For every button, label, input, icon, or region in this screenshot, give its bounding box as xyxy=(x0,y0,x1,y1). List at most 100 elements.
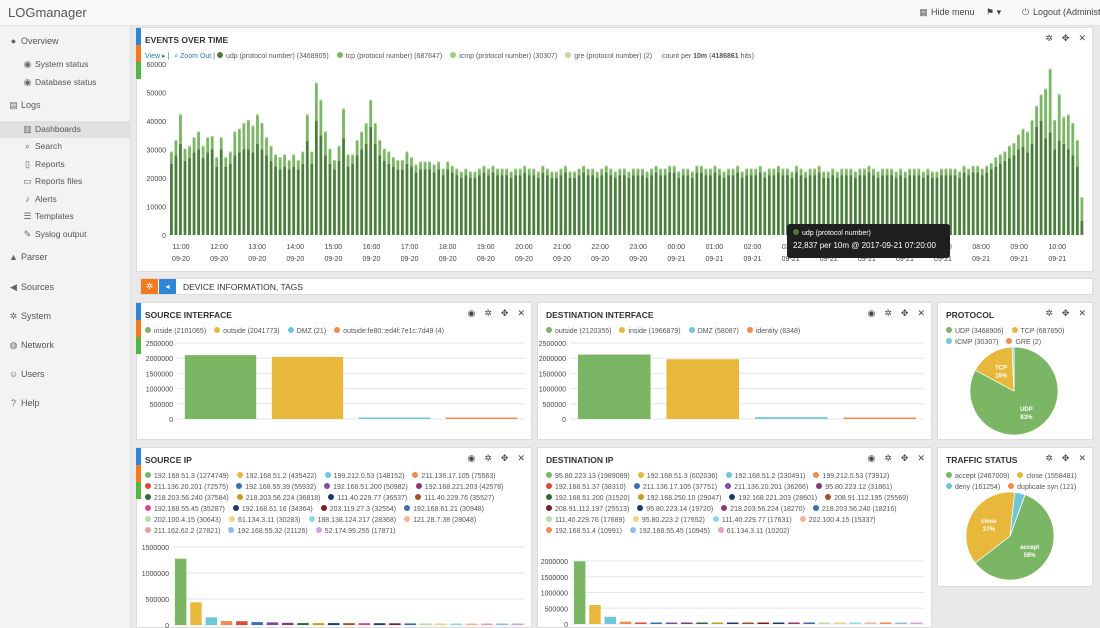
legend-item[interactable]: 188.138.124.217 (28368) xyxy=(308,515,396,526)
gear-icon[interactable]: ✲ xyxy=(484,308,492,318)
close-icon[interactable]: ✕ xyxy=(917,453,925,463)
legend-item[interactable]: 192.168.55.39 (55932) xyxy=(236,482,316,493)
move-icon[interactable]: ✥ xyxy=(1061,33,1070,43)
logout-button[interactable]: ⏻Logout (Administra xyxy=(1020,7,1100,18)
legend-item[interactable]: 192.168.51.200 (50982) xyxy=(324,482,408,493)
legend-item[interactable]: 211.136.17.105 (37751) xyxy=(633,482,717,493)
destination-interface-chart[interactable]: 0 500000 1000000 1500000 2000000 2500000 xyxy=(538,340,931,422)
device-info-bar[interactable]: ✲ ◂ DEVICE INFORMATION, TAGS xyxy=(140,278,1093,295)
nav-sources[interactable]: ◀ Sources xyxy=(8,282,54,293)
legend-item[interactable]: udp (protocol number) (3468905) xyxy=(216,52,329,60)
move-icon[interactable]: ✥ xyxy=(1061,308,1070,318)
legend-item[interactable]: 192.168.221.203 (42578) xyxy=(415,482,503,493)
nav-templates[interactable]: ☰ Templates xyxy=(0,208,131,225)
legend-item[interactable]: 211.136.20.201 (36266) xyxy=(725,482,808,493)
move-icon[interactable]: ✥ xyxy=(500,308,509,318)
legend-item[interactable]: gre (protocol number) (2) xyxy=(565,52,652,60)
gear-icon[interactable]: ✲ xyxy=(141,279,158,294)
gear-icon[interactable]: ✲ xyxy=(884,308,892,318)
legend-item[interactable]: identity (8348) xyxy=(746,326,800,337)
brand-logo[interactable]: LOGmanager xyxy=(8,5,87,20)
legend-item[interactable]: duplicate syn (121) xyxy=(1008,482,1076,493)
legend-item[interactable]: 208.91.112.197 (25513) xyxy=(546,504,629,515)
flag-dropdown[interactable]: ⚑ ▾ xyxy=(986,7,1001,18)
legend-item[interactable]: inside (2101065) xyxy=(145,326,206,337)
nav-reports[interactable]: ▯ Reports xyxy=(0,156,131,173)
gear-icon[interactable]: ✲ xyxy=(484,453,492,463)
nav-users[interactable]: ☺ Users xyxy=(8,369,45,379)
close-icon[interactable]: ✕ xyxy=(1078,308,1086,318)
legend-item[interactable]: 199.212.0.53 (148152) xyxy=(324,471,404,482)
legend-item[interactable]: outside:fe80::ed4f:7e1c:7d49 (4) xyxy=(334,326,444,337)
nav-help[interactable]: ? Help xyxy=(8,398,40,408)
legend-item[interactable]: GRE (2) xyxy=(1006,337,1041,348)
nav-search[interactable]: ⌕ Search xyxy=(0,138,131,155)
legend-item[interactable]: 202.100.4.15 (15337) xyxy=(799,515,876,526)
nav-system[interactable]: ✲ System xyxy=(8,311,51,322)
legend-item[interactable]: tcp (protocol number) (687647) xyxy=(336,52,442,60)
legend-item[interactable]: 111.40.229.77 (17631) xyxy=(712,515,792,526)
legend-item[interactable]: 52.174.99.255 (17871) xyxy=(315,526,396,537)
legend-item[interactable]: ICMP (30307) xyxy=(946,337,998,348)
nav-system-status[interactable]: ◉ System status xyxy=(0,56,131,73)
legend-item[interactable]: 192.168.51.3 (1274749) xyxy=(145,471,229,482)
traffic-status-pie[interactable]: accept 59% close 37% xyxy=(938,492,1092,586)
gear-icon[interactable]: ✲ xyxy=(1045,33,1053,43)
legend-item[interactable]: 121.28.7.38 (28048) xyxy=(404,515,476,526)
legend-item[interactable]: 211.136.20.201 (72575) xyxy=(145,482,228,493)
info-icon[interactable]: ◉ xyxy=(867,453,876,463)
info-icon[interactable]: ◉ xyxy=(467,453,476,463)
protocol-pie[interactable]: UDP 83% TCP 16% xyxy=(938,347,1092,439)
legend-item[interactable]: 95.80.223.2 (17652) xyxy=(632,515,705,526)
move-icon[interactable]: ✥ xyxy=(1061,453,1070,463)
legend-item[interactable]: UDP (3468906) xyxy=(946,326,1004,337)
legend-item[interactable]: 61.134.3.11 (10202) xyxy=(717,526,789,537)
legend-item[interactable]: outside (2041773) xyxy=(214,326,280,337)
legend-item[interactable]: 208.91.112.195 (25569) xyxy=(825,493,908,504)
events-chart[interactable]: 0 10000 20000 30000 40000 50000 60000 11:00 09-2… xyxy=(137,62,1092,271)
legend-item[interactable]: 192.168.51.200 (31520) xyxy=(546,493,630,504)
legend-item[interactable]: close (1558481) xyxy=(1017,471,1077,482)
legend-item[interactable]: 95.80.223.14 (19720) xyxy=(637,504,713,515)
legend-item[interactable]: 199.212.0.53 (73912) xyxy=(813,471,889,482)
legend-item[interactable]: 111.40.229.76 (17689) xyxy=(546,515,625,526)
legend-item[interactable]: 192.168.61.16 (34364) xyxy=(232,504,313,515)
nav-database-status[interactable]: ◉ Database status xyxy=(0,74,131,91)
legend-item[interactable]: accept (2467009) xyxy=(946,471,1009,482)
legend-item[interactable]: outside (2120355) xyxy=(546,326,611,337)
gear-icon[interactable]: ✲ xyxy=(884,453,892,463)
move-icon[interactable]: ✥ xyxy=(500,453,509,463)
legend-item[interactable]: 192.168.55.45 (10945) xyxy=(629,526,710,537)
view-link[interactable]: View ▸ xyxy=(145,53,166,60)
destination-ip-chart[interactable]: 0 500000 1000000 1500000 2000000 xyxy=(538,554,931,628)
legend-item[interactable]: 95.80.223.12 (31861) xyxy=(816,482,892,493)
legend-item[interactable]: 192.168.51.37 (38310) xyxy=(546,482,626,493)
move-icon[interactable]: ✥ xyxy=(900,453,909,463)
legend-item[interactable]: 192.168.51.2 (435422) xyxy=(236,471,317,482)
gear-icon[interactable]: ✲ xyxy=(1045,453,1053,463)
legend-item[interactable]: 218.203.56.224 (36818) xyxy=(236,493,320,504)
legend-item[interactable]: 218.203.56.240 (37584) xyxy=(145,493,229,504)
legend-item[interactable]: 192.168.51.2 (230491) xyxy=(725,471,805,482)
nav-overview[interactable]: ● Overview xyxy=(8,36,59,46)
legend-item[interactable]: 211.162.62.2 (27821) xyxy=(145,526,220,537)
nav-reports-files[interactable]: ▭ Reports files xyxy=(0,173,131,190)
close-icon[interactable]: ✕ xyxy=(917,308,925,318)
legend-item[interactable]: 192.168.55.45 (35287) xyxy=(145,504,225,515)
source-interface-chart[interactable]: 0 500000 1000000 1500000 2000000 2500000 xyxy=(137,340,531,422)
info-icon[interactable]: ◉ xyxy=(867,308,876,318)
source-ip-chart[interactable]: 0 500000 1000000 1500000 xyxy=(137,541,531,628)
nav-logs[interactable]: ▤ Logs xyxy=(8,100,40,111)
legend-item[interactable]: inside (1966879) xyxy=(619,326,681,337)
nav-network[interactable]: ◍ Network xyxy=(8,340,54,351)
legend-item[interactable]: TCP (687650) xyxy=(1011,326,1064,337)
legend-item[interactable]: 192.168.55.32 (21126) xyxy=(228,526,308,537)
close-icon[interactable]: ✕ xyxy=(517,308,525,318)
move-icon[interactable]: ✥ xyxy=(900,308,909,318)
legend-item[interactable]: 192.168.250.10 (29047) xyxy=(637,493,721,504)
legend-item[interactable]: 203.119.27.3 (32554) xyxy=(320,504,396,515)
legend-item[interactable]: 111.40.229.76 (35527) xyxy=(415,493,494,504)
legend-item[interactable]: 111.40.229.77 (36537) xyxy=(328,493,407,504)
zoom-out-link[interactable]: ⌕ Zoom Out xyxy=(174,53,211,60)
info-icon[interactable]: ◉ xyxy=(467,308,476,318)
